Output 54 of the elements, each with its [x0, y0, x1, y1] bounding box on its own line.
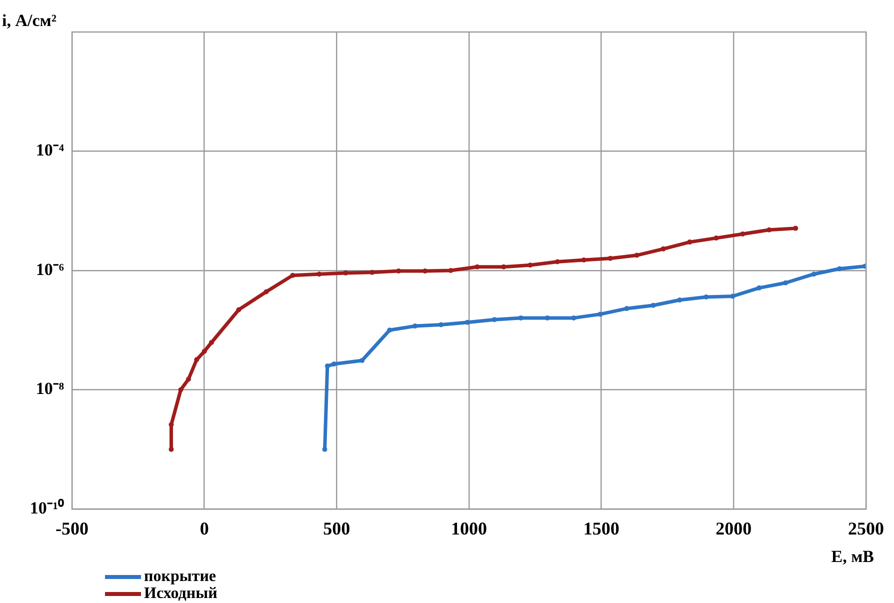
point — [202, 348, 207, 354]
legend-label: покрытие — [144, 568, 216, 586]
point — [677, 298, 682, 303]
point — [492, 317, 497, 322]
point — [581, 258, 586, 262]
point — [236, 307, 242, 312]
point — [178, 387, 184, 392]
y-axis-title: i, А/см² — [2, 10, 56, 30]
point — [624, 306, 630, 312]
point — [554, 259, 560, 264]
point — [528, 262, 533, 268]
point — [740, 231, 746, 236]
point — [322, 446, 328, 452]
y-tick-label: 10⁻⁶ — [36, 260, 64, 279]
x-tick-label: 1000 — [451, 518, 487, 538]
legend-label: Исходный — [144, 584, 218, 602]
point — [756, 285, 762, 290]
point — [518, 315, 524, 320]
point — [783, 280, 788, 286]
y-tick-label: 10⁻⁸ — [36, 379, 64, 398]
point — [343, 270, 348, 276]
point — [264, 289, 269, 294]
x-axis-title: E, мВ — [831, 546, 874, 566]
point — [793, 226, 798, 231]
point — [194, 357, 200, 362]
point — [714, 236, 719, 241]
point — [811, 272, 816, 277]
x-tick-label: 2500 — [848, 518, 884, 538]
x-tick-label: 2000 — [716, 518, 752, 538]
point — [687, 240, 692, 245]
point — [360, 358, 365, 363]
point — [448, 268, 454, 273]
point — [608, 256, 613, 261]
y-tick-label: 10⁻⁴ — [36, 140, 64, 160]
point — [598, 312, 603, 317]
point — [704, 294, 709, 300]
point — [464, 320, 470, 325]
x-tick-label: 500 — [323, 518, 350, 538]
y-tick-label: 10⁻¹⁰ — [30, 498, 64, 518]
point — [474, 264, 480, 270]
point — [634, 252, 640, 258]
point — [387, 328, 392, 333]
point — [544, 315, 550, 320]
point — [208, 340, 214, 346]
point — [316, 272, 322, 277]
x-tick-label: 1500 — [583, 518, 620, 538]
x-tick-label: -500 — [56, 518, 88, 538]
x-tick-label: 0 — [200, 518, 209, 538]
point — [396, 268, 402, 274]
point — [730, 294, 736, 299]
point — [660, 246, 666, 252]
point — [571, 315, 576, 320]
point — [650, 302, 656, 308]
point — [186, 376, 191, 382]
